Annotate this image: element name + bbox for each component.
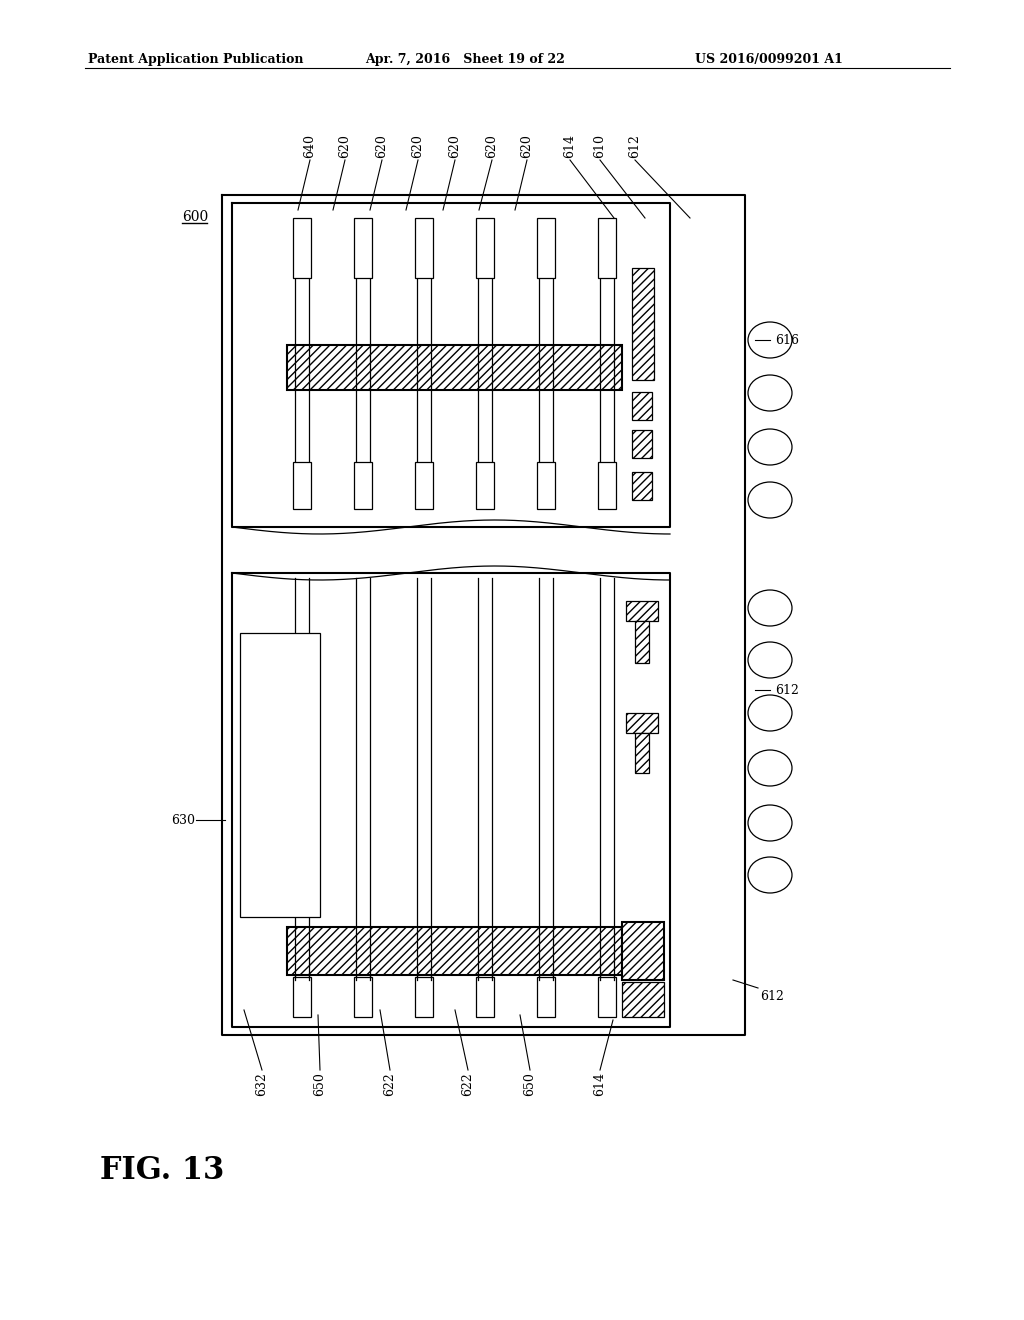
Bar — [537, 218, 555, 279]
Text: 612: 612 — [629, 135, 641, 158]
Bar — [537, 462, 555, 510]
Bar — [287, 927, 622, 975]
Text: 622: 622 — [384, 1072, 396, 1096]
Text: FIG. 13: FIG. 13 — [100, 1155, 224, 1185]
Bar — [293, 462, 311, 510]
Bar — [354, 462, 372, 510]
Bar — [635, 733, 649, 774]
Bar — [598, 218, 616, 279]
Text: 630: 630 — [171, 813, 195, 826]
Bar — [635, 620, 649, 663]
Bar — [622, 921, 664, 979]
Bar — [598, 462, 616, 510]
Bar — [622, 982, 664, 1016]
Bar — [632, 430, 652, 458]
Ellipse shape — [748, 429, 792, 465]
Bar — [240, 634, 319, 917]
Text: 620: 620 — [520, 135, 534, 158]
Text: US 2016/0099201 A1: US 2016/0099201 A1 — [695, 53, 843, 66]
Text: 632: 632 — [256, 1072, 268, 1096]
Text: Patent Application Publication: Patent Application Publication — [88, 53, 303, 66]
Ellipse shape — [748, 696, 792, 731]
Bar — [293, 977, 311, 1016]
Text: 650: 650 — [523, 1072, 537, 1096]
Bar — [476, 977, 494, 1016]
Bar — [354, 218, 372, 279]
Text: 614: 614 — [594, 1072, 606, 1096]
Bar — [626, 601, 658, 620]
Text: 620: 620 — [485, 135, 499, 158]
Ellipse shape — [748, 482, 792, 517]
Bar — [476, 462, 494, 510]
Ellipse shape — [748, 322, 792, 358]
Text: 612: 612 — [775, 684, 799, 697]
Text: 620: 620 — [376, 135, 388, 158]
Bar — [415, 462, 433, 510]
Ellipse shape — [748, 805, 792, 841]
Ellipse shape — [748, 857, 792, 894]
Bar — [632, 392, 652, 420]
Text: Apr. 7, 2016   Sheet 19 of 22: Apr. 7, 2016 Sheet 19 of 22 — [365, 53, 565, 66]
Text: 640: 640 — [303, 135, 316, 158]
Text: 612: 612 — [760, 990, 784, 1003]
Text: 620: 620 — [449, 135, 462, 158]
Text: 610: 610 — [594, 135, 606, 158]
Bar — [632, 473, 652, 500]
Text: 600: 600 — [182, 210, 208, 224]
Bar — [537, 977, 555, 1016]
Bar — [476, 218, 494, 279]
Text: 616: 616 — [775, 334, 799, 346]
Text: 650: 650 — [313, 1072, 327, 1096]
Text: 620: 620 — [339, 135, 351, 158]
Ellipse shape — [748, 590, 792, 626]
Bar — [598, 977, 616, 1016]
Bar — [354, 977, 372, 1016]
Bar — [287, 345, 622, 389]
Bar — [626, 713, 658, 733]
Bar — [632, 268, 654, 380]
Bar — [293, 218, 311, 279]
Text: 620: 620 — [412, 135, 425, 158]
Ellipse shape — [748, 375, 792, 411]
Bar — [415, 218, 433, 279]
Bar — [415, 977, 433, 1016]
Text: 622: 622 — [462, 1072, 474, 1096]
Ellipse shape — [748, 642, 792, 678]
Text: 614: 614 — [563, 135, 577, 158]
Ellipse shape — [748, 750, 792, 785]
